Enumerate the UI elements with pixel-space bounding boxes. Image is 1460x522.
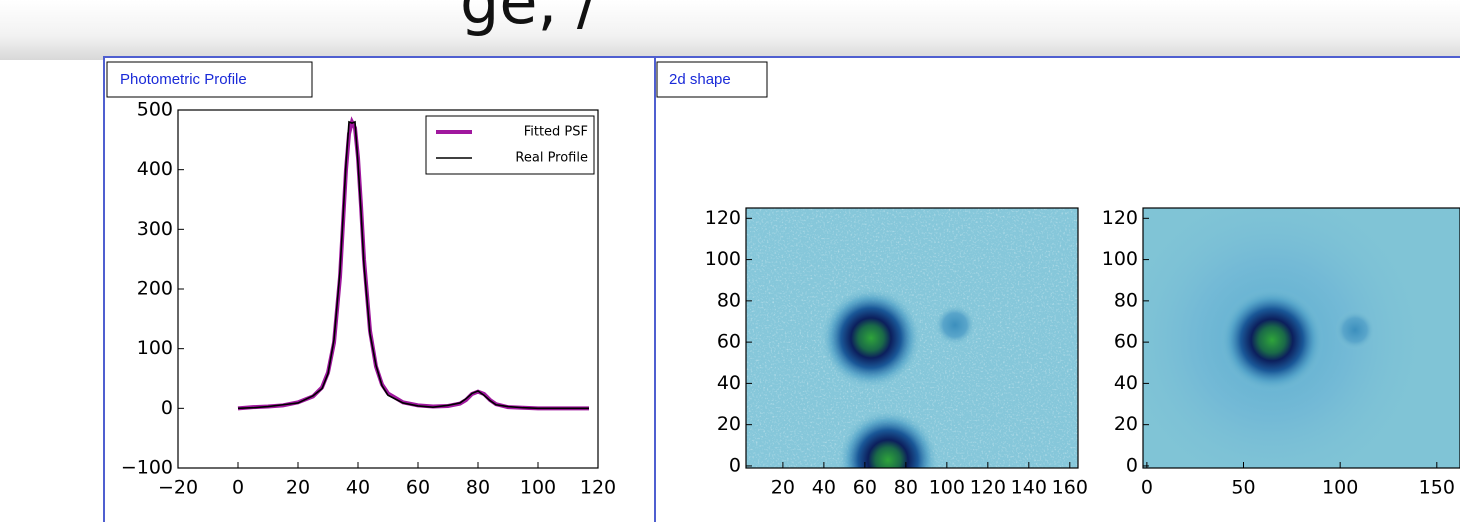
plot-frame (1142, 207, 1460, 469)
x-tick-label: 60 (406, 477, 430, 499)
x-tick-label: 100 (929, 477, 965, 499)
panel-tab (106, 61, 313, 98)
x-tick-label: 50 (1231, 477, 1255, 499)
y-tick-label: 100 (1102, 248, 1138, 270)
y-tick-label: 200 (137, 278, 173, 300)
legend-label: Real Profile (515, 151, 588, 166)
background (0, 0, 1460, 60)
y-tick-label: 80 (1114, 289, 1138, 311)
y-tick-label: 60 (1114, 331, 1138, 353)
legend (425, 115, 595, 175)
x-tick-label: 140 (1011, 477, 1047, 499)
x-tick-label: 160 (1052, 477, 1088, 499)
y-tick-label: 20 (717, 413, 741, 435)
y-tick-label: 100 (705, 248, 741, 270)
y-tick-label: 40 (1114, 372, 1138, 394)
y-tick-label: 0 (1126, 454, 1138, 476)
x-tick-label: 100 (1322, 477, 1358, 499)
panel-title: Photometric Profile (120, 71, 247, 88)
x-tick-label: 150 (1419, 477, 1455, 499)
x-tick-label: 80 (466, 477, 490, 499)
y-tick-label: 100 (137, 337, 173, 359)
x-tick-label: 40 (346, 477, 370, 499)
y-tick-label: 300 (137, 218, 173, 240)
y-tick-label: 500 (137, 99, 173, 121)
line-series (237, 120, 589, 410)
y-tick-label: 0 (729, 454, 741, 476)
panel-tab (656, 61, 768, 98)
y-tick-label: 40 (717, 372, 741, 394)
y-tick-label: 120 (1102, 207, 1138, 229)
x-tick-label: 120 (580, 477, 616, 499)
panel-title: 2d shape (669, 71, 731, 88)
x-tick-label: 120 (970, 477, 1006, 499)
x-tick-label: −20 (158, 477, 198, 499)
heading: ge, / (460, 0, 598, 38)
x-tick-label: 60 (853, 477, 877, 499)
x-tick-label: 0 (232, 477, 244, 499)
y-tick-label: 80 (717, 289, 741, 311)
y-tick-label: 0 (161, 397, 173, 419)
legend-label: Fitted PSF (524, 125, 588, 140)
x-tick-label: 20 (286, 477, 310, 499)
x-tick-label: 0 (1141, 477, 1153, 499)
x-tick-label: 40 (812, 477, 836, 499)
plot-frame (745, 207, 1079, 469)
x-tick-label: 20 (771, 477, 795, 499)
image-2 (1143, 208, 1460, 468)
y-tick-label: −100 (121, 457, 173, 479)
x-tick-label: 80 (894, 477, 918, 499)
y-tick-label: 400 (137, 158, 173, 180)
y-tick-label: 20 (1114, 413, 1138, 435)
image-1 (746, 208, 1078, 468)
y-tick-label: 120 (705, 207, 741, 229)
y-tick-label: 60 (717, 331, 741, 353)
x-tick-label: 100 (520, 477, 556, 499)
